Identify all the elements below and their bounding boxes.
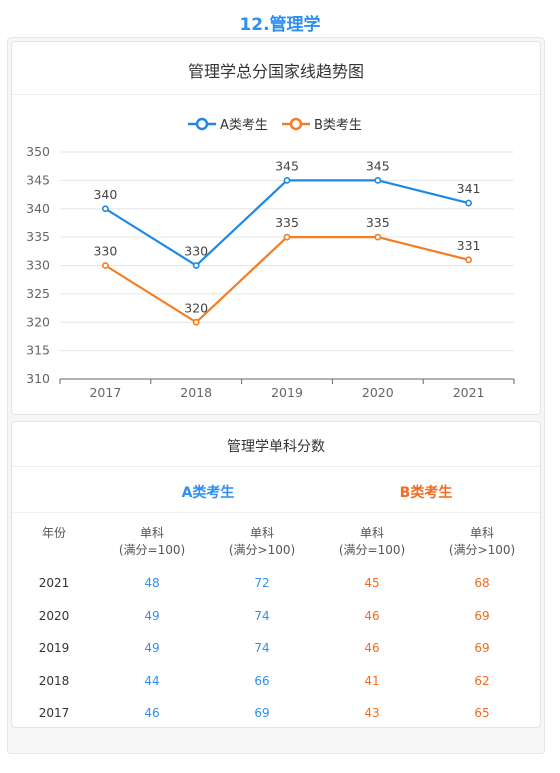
data-label: 330	[93, 244, 117, 259]
legend-line-a-icon	[188, 117, 216, 130]
cell-a-over100: 74	[254, 608, 270, 623]
cell-b-full100: 41	[364, 673, 380, 688]
cell-a-over100: 74	[254, 641, 270, 655]
header-single-subject: 单科 (满分=100)	[317, 525, 427, 559]
data-point	[374, 233, 382, 241]
header-sub: (满分=100)	[338, 543, 406, 557]
header-year: 年份	[41, 526, 66, 540]
data-point	[283, 233, 291, 241]
data-point	[465, 199, 472, 207]
cell-year: 2019	[38, 641, 70, 655]
group-b-label: B类考生	[399, 485, 453, 501]
cell-b-full100: 45	[364, 576, 380, 590]
data-label: 320	[184, 300, 208, 315]
y-tick-label: 330	[26, 258, 50, 273]
header-sub: (满分>100)	[448, 543, 516, 557]
cell-year: 2021	[38, 576, 70, 590]
data-label: 340	[93, 187, 117, 202]
cell-year: 2017	[38, 706, 70, 720]
header-single-subject: 单科 (满分=100)	[97, 525, 207, 559]
cell-b-full100: 46	[364, 641, 380, 655]
cell-a-full100: 44	[144, 673, 160, 688]
line-chart: 310 315 320 325 330 335 340 345 350 2017 2018 2019 2…	[26, 144, 515, 400]
y-tick-label: 340	[26, 201, 50, 216]
y-tick-label: 325	[26, 286, 50, 301]
header-label: 单科	[469, 526, 494, 540]
series-line-a	[104, 179, 469, 267]
header-sub: (满分=100)	[118, 543, 186, 557]
data-label: 345	[275, 158, 299, 173]
cell-a-full100: 46	[144, 706, 160, 720]
cell-a-over100: 72	[254, 576, 270, 590]
legend-item-a: A类考生	[188, 114, 268, 133]
cell-b-over100: 68	[474, 576, 490, 590]
data-label: 345	[366, 158, 390, 173]
chart-title: 管理学总分国家线趋势图	[187, 62, 364, 81]
cell-b-over100: 65	[474, 706, 490, 720]
chart-card: 管理学总分国家线趋势图 A类考生 B类考生 310 315 320 325 330 335…	[11, 41, 541, 415]
header-label: 单科	[359, 526, 384, 540]
cell-year: 2020	[38, 608, 70, 623]
cell-b-full100: 46	[364, 608, 380, 623]
header-label: 单科	[249, 526, 274, 540]
data-label: 331	[457, 238, 481, 253]
y-tick-label: 345	[26, 172, 50, 187]
cell-b-over100: 69	[474, 608, 490, 623]
y-tick-label: 310	[26, 371, 50, 386]
x-tick-label: 2020	[362, 385, 394, 400]
cell-a-full100: 49	[144, 608, 160, 623]
data-point	[374, 176, 382, 184]
page-title: 12.管理学	[239, 15, 321, 35]
data-point	[465, 256, 472, 264]
data-point	[192, 318, 200, 326]
data-point	[192, 262, 200, 269]
cell-year: 2018	[38, 673, 70, 688]
group-a-label: A类考生	[181, 485, 235, 501]
divider	[12, 466, 540, 467]
x-tick-label: 2018	[180, 385, 212, 400]
cell-a-over100: 69	[254, 706, 270, 720]
y-tick-label: 315	[26, 343, 50, 358]
header-single-subject: 单科 (满分>100)	[207, 525, 317, 559]
table-title: 管理学单科分数	[227, 439, 325, 455]
header-single-subject: 单科 (满分>100)	[427, 525, 537, 559]
legend-line-b-icon	[282, 117, 310, 130]
series-line-b	[104, 236, 469, 324]
score-table-card: 管理学单科分数 A类考生 B类考生 年份 单科 (满分=100) 单科 (满分>100)…	[11, 421, 541, 728]
y-tick-label: 335	[26, 229, 50, 244]
y-tick-label: 320	[26, 314, 50, 329]
data-point	[102, 205, 109, 213]
y-tick-label: 350	[26, 144, 50, 159]
divider	[12, 94, 540, 95]
cell-a-full100: 49	[144, 641, 160, 655]
header-sub: (满分>100)	[228, 543, 296, 557]
cell-b-full100: 43	[364, 706, 380, 720]
data-label: 335	[366, 215, 390, 230]
cell-b-over100: 69	[474, 641, 490, 655]
cell-a-full100: 48	[144, 576, 160, 590]
legend-label-a: A类考生	[220, 118, 268, 133]
data-label: 330	[184, 244, 208, 259]
data-label: 341	[457, 181, 481, 196]
data-point	[102, 262, 109, 269]
legend-label-b: B类考生	[314, 118, 362, 133]
cell-b-over100: 62	[474, 673, 490, 688]
cell-a-over100: 66	[254, 673, 270, 688]
legend-item-b: B类考生	[282, 114, 362, 133]
data-point	[283, 176, 291, 184]
chart-legend: A类考生 B类考生	[12, 114, 540, 134]
divider	[12, 512, 540, 513]
header-label: 单科	[139, 526, 164, 540]
x-tick-label: 2019	[271, 385, 303, 400]
data-label: 335	[275, 215, 299, 230]
x-tick-label: 2021	[453, 385, 485, 400]
x-tick-label: 2017	[89, 385, 121, 400]
